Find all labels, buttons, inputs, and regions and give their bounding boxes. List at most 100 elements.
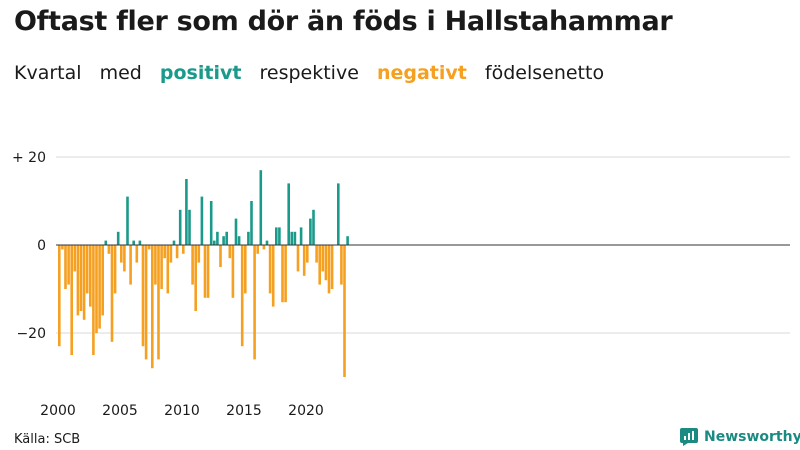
bar xyxy=(256,245,259,254)
bar xyxy=(268,245,272,294)
bar xyxy=(169,245,173,263)
bar xyxy=(191,245,194,285)
bar xyxy=(240,245,244,347)
y-tick-label: −20 xyxy=(16,326,46,342)
bar xyxy=(275,227,278,245)
subtitle-word-fodelsenetto: födelsenetto xyxy=(484,62,605,84)
bar xyxy=(284,245,287,303)
bar xyxy=(222,236,225,245)
bar xyxy=(299,227,303,245)
bar xyxy=(197,245,201,263)
bar xyxy=(113,245,117,294)
bar xyxy=(82,245,86,320)
bar xyxy=(216,231,219,245)
bar xyxy=(231,245,235,298)
bar xyxy=(95,245,98,333)
bar xyxy=(337,183,340,245)
y-tick-label: + 20 xyxy=(12,150,46,166)
bar xyxy=(262,245,266,250)
bar xyxy=(206,245,210,298)
bar xyxy=(160,245,163,289)
bar xyxy=(225,231,228,245)
bar xyxy=(175,245,179,259)
x-tick-label: 2015 xyxy=(226,403,262,419)
bar xyxy=(244,245,247,294)
bar xyxy=(324,245,328,281)
bar xyxy=(293,231,297,245)
bar xyxy=(271,245,275,307)
bar xyxy=(312,209,315,245)
bar xyxy=(144,245,148,360)
bar xyxy=(247,231,250,245)
bar xyxy=(61,245,64,250)
bar xyxy=(70,245,73,355)
bar xyxy=(157,245,160,360)
bar xyxy=(315,245,318,263)
bar xyxy=(250,201,253,245)
bar xyxy=(219,245,222,267)
bar xyxy=(309,218,312,245)
bar xyxy=(120,245,123,263)
bar xyxy=(67,245,70,285)
bar xyxy=(321,245,325,272)
bar xyxy=(281,245,284,303)
bar xyxy=(182,245,185,254)
bar xyxy=(306,245,309,263)
chart-subtitle: Kvartal med positivt respektive negativt… xyxy=(14,62,616,84)
bar xyxy=(154,245,157,285)
subtitle-positive: positivt xyxy=(159,62,242,84)
bar xyxy=(213,240,216,245)
brand-logo: Newsworthy xyxy=(680,428,800,446)
bar xyxy=(116,231,120,245)
bar xyxy=(340,245,343,285)
bar xyxy=(110,245,114,342)
bar xyxy=(138,240,142,245)
bar xyxy=(89,245,92,307)
bar xyxy=(185,179,188,245)
bar xyxy=(79,245,83,311)
source-note: Källa: SCB xyxy=(14,432,81,447)
x-tick-label: 2005 xyxy=(102,403,138,419)
bar xyxy=(141,245,145,347)
bar xyxy=(126,196,129,245)
bar xyxy=(166,245,170,294)
bar xyxy=(73,245,77,272)
bar xyxy=(98,245,101,329)
subtitle-word-respektive: respektive xyxy=(259,62,359,84)
bar xyxy=(85,245,89,294)
bar xyxy=(346,236,349,245)
bar xyxy=(194,245,197,311)
subtitle-negative: negativt xyxy=(376,62,467,84)
bar xyxy=(296,245,300,272)
x-tick-label: 2020 xyxy=(288,403,324,419)
bar xyxy=(278,227,281,245)
bar xyxy=(76,245,80,316)
bar xyxy=(58,245,61,347)
newsworthy-icon xyxy=(680,428,698,446)
bar xyxy=(151,245,154,369)
bar xyxy=(228,245,232,259)
bar xyxy=(237,236,241,245)
bar xyxy=(200,196,204,245)
bar xyxy=(259,170,263,245)
bar xyxy=(209,201,213,245)
bar xyxy=(163,245,166,259)
bar xyxy=(330,245,334,289)
bar xyxy=(147,245,151,250)
bar xyxy=(178,209,182,245)
bar xyxy=(172,240,176,245)
y-tick-label: 0 xyxy=(37,238,46,254)
bar xyxy=(104,240,108,245)
chart-title: Oftast fler som dör än föds i Hallstaham… xyxy=(14,6,673,37)
bar xyxy=(290,231,294,245)
bar xyxy=(92,245,95,355)
subtitle-word-med: med xyxy=(99,62,142,84)
bar xyxy=(123,245,126,272)
x-tick-label: 2010 xyxy=(164,403,200,419)
bar xyxy=(188,209,191,245)
bar xyxy=(302,245,306,276)
bar xyxy=(132,240,135,245)
brand-name: Newsworthy xyxy=(704,429,800,445)
bar xyxy=(327,245,331,294)
bar xyxy=(265,240,269,245)
